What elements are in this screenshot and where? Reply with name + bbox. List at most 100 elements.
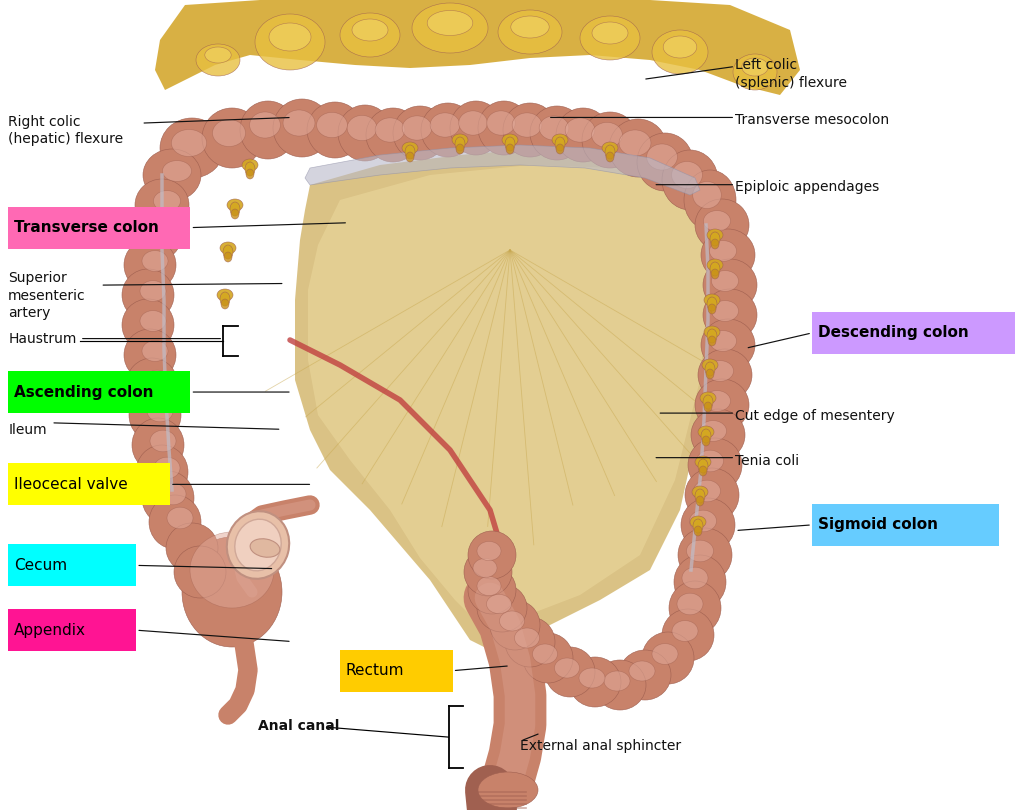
- Ellipse shape: [402, 142, 418, 154]
- Ellipse shape: [205, 47, 231, 63]
- Ellipse shape: [140, 310, 166, 331]
- Ellipse shape: [503, 103, 557, 157]
- Ellipse shape: [240, 101, 296, 159]
- Ellipse shape: [393, 106, 447, 160]
- Ellipse shape: [582, 112, 638, 168]
- Ellipse shape: [705, 326, 720, 338]
- Ellipse shape: [283, 110, 315, 136]
- Ellipse shape: [452, 134, 468, 146]
- Ellipse shape: [220, 242, 236, 254]
- Ellipse shape: [160, 484, 186, 505]
- Ellipse shape: [694, 526, 702, 536]
- Ellipse shape: [430, 113, 460, 137]
- Ellipse shape: [142, 471, 194, 525]
- Bar: [8, 544, 136, 586]
- Ellipse shape: [486, 111, 515, 135]
- Ellipse shape: [532, 644, 557, 664]
- Ellipse shape: [677, 593, 703, 615]
- Ellipse shape: [182, 537, 282, 647]
- Ellipse shape: [705, 402, 712, 412]
- Ellipse shape: [427, 11, 473, 36]
- Text: Sigmoid colon: Sigmoid colon: [818, 518, 938, 532]
- Ellipse shape: [140, 280, 166, 301]
- Ellipse shape: [699, 420, 726, 441]
- Polygon shape: [308, 165, 710, 625]
- Ellipse shape: [692, 486, 708, 498]
- Ellipse shape: [688, 438, 742, 492]
- Polygon shape: [155, 0, 800, 95]
- Ellipse shape: [710, 232, 720, 246]
- Ellipse shape: [450, 101, 502, 155]
- Ellipse shape: [609, 119, 667, 177]
- Ellipse shape: [196, 44, 240, 76]
- Ellipse shape: [682, 567, 708, 589]
- Ellipse shape: [602, 142, 618, 154]
- Ellipse shape: [135, 179, 189, 231]
- Ellipse shape: [459, 111, 487, 135]
- Ellipse shape: [686, 540, 714, 562]
- Text: Cecum: Cecum: [14, 558, 68, 573]
- Ellipse shape: [307, 102, 362, 158]
- Ellipse shape: [652, 644, 678, 664]
- Ellipse shape: [695, 456, 711, 468]
- Ellipse shape: [500, 611, 524, 631]
- Ellipse shape: [707, 329, 717, 343]
- Ellipse shape: [150, 430, 176, 452]
- Ellipse shape: [685, 468, 739, 522]
- Text: Descending colon: Descending colon: [818, 326, 969, 340]
- Ellipse shape: [406, 152, 414, 162]
- Ellipse shape: [580, 16, 640, 60]
- Ellipse shape: [269, 23, 311, 51]
- Ellipse shape: [224, 252, 232, 262]
- Ellipse shape: [646, 144, 678, 170]
- Ellipse shape: [652, 30, 708, 74]
- Ellipse shape: [124, 329, 176, 381]
- Ellipse shape: [707, 297, 717, 311]
- Ellipse shape: [375, 117, 404, 142]
- Text: Tenia coli: Tenia coli: [735, 454, 800, 467]
- Ellipse shape: [702, 359, 718, 371]
- Ellipse shape: [477, 541, 501, 561]
- Ellipse shape: [505, 617, 555, 667]
- Ellipse shape: [592, 22, 628, 44]
- Ellipse shape: [662, 609, 714, 661]
- Ellipse shape: [190, 532, 274, 608]
- Ellipse shape: [695, 199, 749, 251]
- Ellipse shape: [217, 289, 233, 301]
- Ellipse shape: [678, 528, 732, 582]
- Ellipse shape: [662, 150, 718, 210]
- Ellipse shape: [701, 319, 755, 371]
- Ellipse shape: [128, 209, 182, 261]
- Ellipse shape: [701, 229, 755, 281]
- Text: Cut edge of mesentery: Cut edge of mesentery: [735, 409, 895, 423]
- Ellipse shape: [523, 633, 573, 683]
- Ellipse shape: [540, 116, 569, 140]
- Ellipse shape: [223, 245, 233, 259]
- Bar: [8, 371, 190, 413]
- Ellipse shape: [706, 369, 714, 379]
- Text: Appendix: Appendix: [14, 623, 86, 637]
- Text: Right colic
(hepatic) flexure: Right colic (hepatic) flexure: [8, 115, 123, 147]
- Ellipse shape: [707, 360, 733, 382]
- Text: Anal canal: Anal canal: [258, 719, 339, 733]
- Bar: [340, 650, 453, 692]
- Ellipse shape: [227, 199, 243, 211]
- Ellipse shape: [202, 108, 262, 168]
- Ellipse shape: [691, 409, 745, 461]
- Ellipse shape: [132, 418, 184, 472]
- Ellipse shape: [160, 118, 224, 178]
- Ellipse shape: [618, 650, 671, 700]
- Ellipse shape: [708, 304, 716, 314]
- Ellipse shape: [505, 137, 515, 151]
- Ellipse shape: [672, 620, 698, 642]
- Ellipse shape: [629, 661, 655, 681]
- Ellipse shape: [703, 259, 757, 311]
- Ellipse shape: [234, 519, 282, 571]
- Ellipse shape: [552, 134, 568, 146]
- Ellipse shape: [136, 445, 188, 499]
- Ellipse shape: [250, 539, 280, 557]
- Text: Epiploic appendages: Epiploic appendages: [735, 180, 880, 194]
- Ellipse shape: [129, 388, 181, 442]
- Ellipse shape: [250, 112, 281, 138]
- Ellipse shape: [245, 162, 255, 176]
